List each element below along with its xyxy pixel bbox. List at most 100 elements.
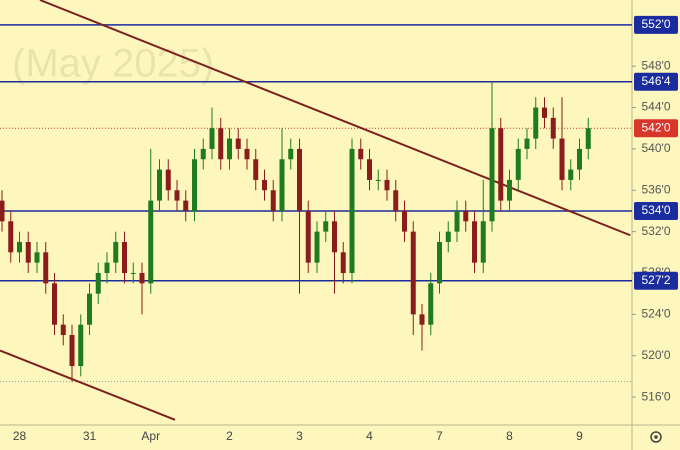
candle-body <box>253 159 259 180</box>
watermark: (May 2025) <box>12 42 214 86</box>
candle-body <box>489 128 495 222</box>
candle-body <box>52 283 57 325</box>
candle-body <box>533 107 539 139</box>
x-tick-label: 3 <box>296 429 303 443</box>
level-label-box <box>634 15 678 34</box>
candle-body <box>480 221 486 263</box>
candle-body <box>148 200 154 284</box>
candle-body <box>472 221 477 263</box>
candle-body <box>17 241 22 253</box>
x-tick-label: 2 <box>226 429 233 443</box>
candle-body <box>507 179 512 201</box>
candle-body <box>349 148 355 273</box>
level-label: 527'2 <box>642 273 671 287</box>
candle-body <box>402 210 407 232</box>
settings-gear[interactable] <box>650 431 662 443</box>
candle-body <box>78 324 84 367</box>
candle-body <box>559 138 565 180</box>
y-tick-label: 520'0 <box>642 348 671 362</box>
trendline <box>0 349 176 421</box>
candle-body <box>524 138 530 149</box>
candle-body <box>227 138 232 160</box>
candle-body <box>542 107 547 118</box>
candle-body <box>95 272 101 294</box>
candle-body <box>568 169 574 180</box>
price-label-box <box>634 119 678 138</box>
candle-body <box>515 148 521 180</box>
candle-body <box>437 241 442 284</box>
candle-body <box>139 272 145 284</box>
x-tick-label: 7 <box>436 429 443 443</box>
y-tick-label: 536'0 <box>642 182 671 196</box>
candle-body <box>25 241 31 263</box>
candle-body <box>314 231 320 263</box>
candle-body <box>165 169 171 191</box>
x-tick-label: Apr <box>141 429 160 443</box>
x-tick-label: 31 <box>83 429 97 443</box>
candle-body <box>358 148 364 160</box>
candle-body <box>235 138 241 149</box>
candle-body <box>367 159 372 180</box>
candle-body <box>200 148 206 160</box>
candle-body <box>428 283 434 325</box>
level-label-box <box>634 201 678 220</box>
level-label: 546'4 <box>642 74 671 88</box>
candle-body <box>244 148 250 160</box>
candle-body <box>550 117 556 139</box>
level-label-box <box>634 271 678 290</box>
candle-body <box>0 200 5 222</box>
candle-body <box>262 179 267 191</box>
candle-body <box>498 128 504 201</box>
candle-body <box>340 252 346 273</box>
y-tick-label: 524'0 <box>642 307 671 321</box>
x-tick-label: 4 <box>366 429 373 443</box>
candle-body <box>305 210 311 263</box>
candle-body <box>34 252 40 263</box>
candle-body <box>157 169 162 201</box>
y-tick-label: 532'0 <box>642 224 671 238</box>
candle-body <box>174 190 180 201</box>
candle-body <box>183 200 189 211</box>
candle-body <box>130 272 136 274</box>
trendline <box>39 0 631 237</box>
y-tick-label: 516'0 <box>642 389 671 403</box>
candle-body <box>122 241 127 273</box>
candle-body <box>192 159 197 211</box>
candle-body <box>393 190 399 211</box>
y-tick-label: 544'0 <box>642 100 671 114</box>
candle-body <box>375 179 381 181</box>
candle-body <box>69 335 75 367</box>
candle-body <box>463 210 469 222</box>
settings-icon[interactable] <box>650 431 662 443</box>
candle-body <box>297 148 302 211</box>
candle-body <box>218 128 224 160</box>
candle-body <box>279 159 285 211</box>
candle-body <box>585 128 591 149</box>
candle-body <box>410 231 416 315</box>
candle-body <box>87 293 92 325</box>
level-label: 534'0 <box>642 203 671 217</box>
candle-body <box>454 210 460 232</box>
candle-body <box>384 179 390 191</box>
candle-body <box>577 148 582 170</box>
x-tick-label: 9 <box>576 429 583 443</box>
x-tick-label: 8 <box>506 429 513 443</box>
candle-body <box>332 221 337 253</box>
candle-body <box>288 148 294 160</box>
settings-dot[interactable] <box>654 435 658 439</box>
candle-body <box>323 221 329 232</box>
candle-body <box>104 262 110 273</box>
level-label: 552'0 <box>642 17 671 31</box>
candle-body <box>445 231 451 242</box>
candle-body <box>43 252 49 284</box>
candle-body <box>60 324 66 336</box>
candle-body <box>8 221 14 253</box>
price-label: 542'0 <box>642 120 671 134</box>
x-tick-label: 28 <box>13 429 27 443</box>
level-label-box <box>634 72 678 91</box>
candle-body <box>209 128 215 149</box>
y-tick-label: 540'0 <box>642 141 671 155</box>
candle-body <box>419 314 425 325</box>
